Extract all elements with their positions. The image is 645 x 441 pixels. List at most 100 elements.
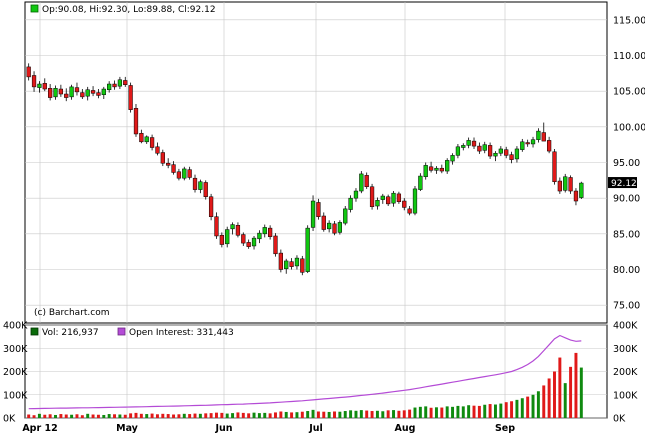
volume-bar — [257, 413, 261, 418]
volume-bar — [531, 394, 535, 418]
volume-bar — [225, 413, 229, 418]
volume-bar — [333, 411, 336, 418]
candle-body — [498, 148, 503, 154]
volume-bar — [107, 414, 111, 418]
volume-bar — [274, 412, 277, 418]
candle-body — [294, 257, 300, 267]
volume-bar — [381, 411, 385, 418]
candle-body — [187, 169, 192, 178]
candle-body — [477, 145, 482, 152]
volume-tick-label-left: 200K — [3, 367, 28, 378]
x-tick-label: Aug — [395, 423, 416, 434]
volume-bar — [37, 413, 41, 418]
volume-bar — [150, 413, 154, 418]
candle-body — [445, 160, 450, 172]
candle-body — [369, 186, 375, 207]
candle-body — [37, 83, 42, 88]
candle-body — [525, 142, 530, 145]
volume-bar — [553, 371, 556, 418]
candle-body — [471, 140, 477, 147]
volume-bar — [365, 410, 369, 418]
volume-bar — [493, 404, 497, 418]
volume-bar — [204, 413, 208, 418]
candle-body — [461, 145, 466, 148]
volume-bar — [27, 414, 31, 418]
candle-body — [112, 83, 117, 88]
volume-bar — [220, 412, 224, 418]
volume-bar — [236, 412, 240, 418]
volume-bar — [434, 407, 438, 418]
candle-body — [321, 215, 326, 230]
volume-bar — [145, 414, 149, 418]
volume-bar — [64, 414, 68, 418]
candle-body — [337, 222, 343, 233]
open-interest-legend-icon — [117, 327, 126, 336]
volume-bar — [343, 411, 347, 418]
candle-body — [552, 151, 557, 183]
candle-body — [487, 145, 493, 157]
volume-bar — [311, 409, 315, 418]
candle-body — [375, 200, 380, 207]
volume-bar — [322, 411, 326, 418]
open-interest-line — [28, 334, 582, 410]
volume-bar — [338, 411, 342, 418]
volume-bar — [483, 404, 487, 418]
volume-bar — [574, 352, 578, 418]
candle-body — [144, 136, 149, 143]
volume-bar — [161, 413, 165, 418]
volume-bar — [440, 407, 444, 418]
candle-body — [407, 208, 412, 214]
volume-bar — [504, 402, 508, 418]
candle-body — [300, 258, 305, 273]
volume-tick-label-right: 200K — [613, 367, 638, 378]
volume-bars — [27, 352, 583, 418]
volume-bar — [177, 414, 181, 418]
volume-tick-label-left: 300K — [3, 344, 28, 355]
candle-body — [391, 192, 396, 204]
price-tick-label: 95.00 — [613, 158, 640, 169]
volume-bar — [359, 410, 363, 418]
volume-bar — [306, 411, 310, 418]
volume-bar — [70, 414, 74, 418]
candle-body — [117, 79, 123, 87]
candle-body — [541, 132, 546, 142]
volume-bar — [445, 406, 449, 418]
candle-body — [133, 108, 139, 135]
candle-body — [439, 167, 444, 172]
volume-bar — [579, 367, 583, 418]
candle-body — [69, 86, 74, 98]
volume-bar — [102, 414, 106, 418]
volume-bar — [129, 413, 133, 418]
volume-axis: 400K 400K 300K 300K 200K 200K 100K 100K 0K 0K — [3, 321, 638, 425]
x-tick-label: Jul — [308, 423, 323, 434]
candle-body — [504, 149, 509, 156]
candle-body — [343, 208, 348, 224]
price-tick-label: 115.00 — [613, 15, 645, 26]
candle-body — [273, 235, 278, 255]
volume-bar — [86, 413, 90, 418]
volume-bar — [375, 410, 379, 418]
volume-bar — [547, 378, 551, 418]
volume-bar — [231, 413, 235, 418]
volume-bar — [569, 366, 573, 418]
x-tick-label: Jun — [214, 423, 232, 434]
volume-bar — [413, 407, 417, 418]
candle-body — [509, 154, 514, 160]
volume-bar — [214, 412, 218, 418]
candle-body — [423, 165, 428, 178]
candle-body — [493, 152, 498, 157]
volume-bar — [386, 410, 390, 418]
candle-body — [482, 144, 487, 151]
candle-body — [353, 190, 359, 199]
candle-body — [246, 242, 251, 247]
price-tick-label: 100.00 — [613, 122, 645, 133]
candle-body — [219, 235, 224, 245]
ohlc-legend: Op:90.08, Hi:92.30, Lo:89.88, Cl:92.12 — [42, 5, 216, 15]
price-tick-label: 75.00 — [613, 301, 640, 312]
candle-body — [348, 197, 353, 210]
volume-bar — [118, 414, 122, 418]
candle-body — [412, 188, 418, 214]
candle-body — [58, 88, 64, 95]
candle-body — [74, 87, 80, 93]
